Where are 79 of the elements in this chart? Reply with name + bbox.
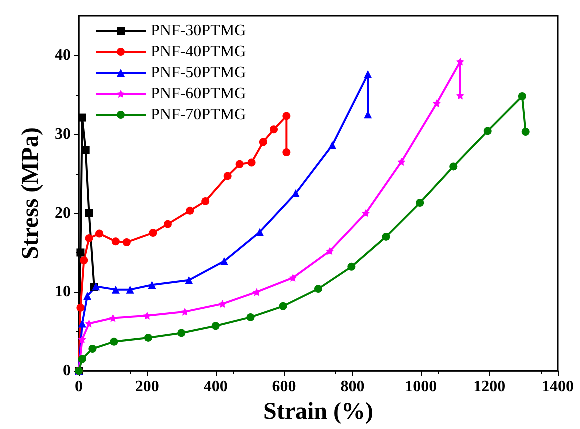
- x-tick-label: 0: [75, 378, 83, 396]
- point: [218, 300, 227, 308]
- point: [364, 70, 372, 78]
- point: [292, 190, 300, 198]
- point: [80, 256, 88, 265]
- x-tick-label: 1000: [405, 378, 438, 396]
- point: [186, 206, 194, 215]
- point: [88, 345, 97, 354]
- point: [236, 160, 244, 168]
- y-axis-title: Stress (MPa): [18, 127, 44, 260]
- x-tick-label: 1200: [474, 378, 506, 396]
- x-tick-label: 1400: [542, 378, 574, 396]
- point: [144, 334, 152, 342]
- legend-label: PNF-60PTMG: [151, 86, 247, 102]
- point: [326, 247, 334, 256]
- point: [85, 209, 94, 218]
- point: [362, 209, 370, 218]
- point: [256, 228, 264, 236]
- point: [110, 338, 118, 346]
- point: [398, 158, 406, 166]
- point: [252, 288, 261, 296]
- point: [450, 162, 458, 171]
- point: [484, 127, 492, 136]
- point: [96, 230, 104, 238]
- point: [248, 158, 256, 167]
- point: [314, 285, 322, 294]
- point: [224, 172, 232, 180]
- x-tick-label: 600: [272, 378, 296, 396]
- point: [149, 229, 158, 238]
- legend-label: PNF-40PTMG: [151, 44, 247, 60]
- point: [85, 234, 94, 243]
- y-tick-label: 20: [55, 204, 71, 222]
- point: [220, 257, 228, 266]
- point: [112, 238, 120, 246]
- point: [82, 146, 90, 154]
- point: [76, 248, 85, 257]
- point: [143, 312, 152, 320]
- point: [78, 355, 86, 364]
- point: [279, 302, 288, 310]
- point: [432, 100, 441, 108]
- point: [84, 292, 92, 300]
- point: [289, 274, 298, 282]
- point: [282, 112, 291, 120]
- point: [522, 128, 530, 136]
- point: [78, 114, 86, 122]
- y-tick-label: 0: [63, 362, 71, 380]
- point: [212, 322, 220, 330]
- point: [202, 197, 210, 206]
- point: [78, 336, 86, 344]
- legend-label: PNF-70PTMG: [151, 106, 247, 124]
- x-tick-label: 200: [135, 378, 160, 396]
- legend-label: PNF-50PTMG: [151, 64, 247, 82]
- legend-label: PNF-30PTMG: [151, 22, 247, 40]
- point: [185, 276, 194, 284]
- y-tick-label: 40: [55, 46, 71, 64]
- point: [416, 199, 424, 208]
- y-tick-label: 10: [55, 284, 71, 301]
- point: [126, 286, 134, 294]
- x-tick-label: 800: [340, 378, 365, 396]
- point: [164, 220, 172, 228]
- point: [76, 304, 85, 312]
- point: [122, 238, 131, 246]
- point: [109, 314, 118, 322]
- point: [178, 329, 186, 338]
- point: [282, 148, 291, 157]
- y-tick-label: 30: [55, 126, 71, 143]
- point: [328, 141, 337, 150]
- point: [348, 262, 356, 271]
- point: [259, 138, 268, 146]
- x-axis-title: Strain (%): [264, 399, 374, 425]
- x-tick-label: 400: [204, 378, 228, 396]
- point: [148, 281, 156, 290]
- point: [112, 286, 120, 294]
- point: [270, 126, 278, 134]
- point: [382, 232, 390, 241]
- point: [246, 313, 255, 322]
- point: [518, 92, 526, 100]
- point: [78, 320, 86, 328]
- point: [456, 58, 464, 66]
